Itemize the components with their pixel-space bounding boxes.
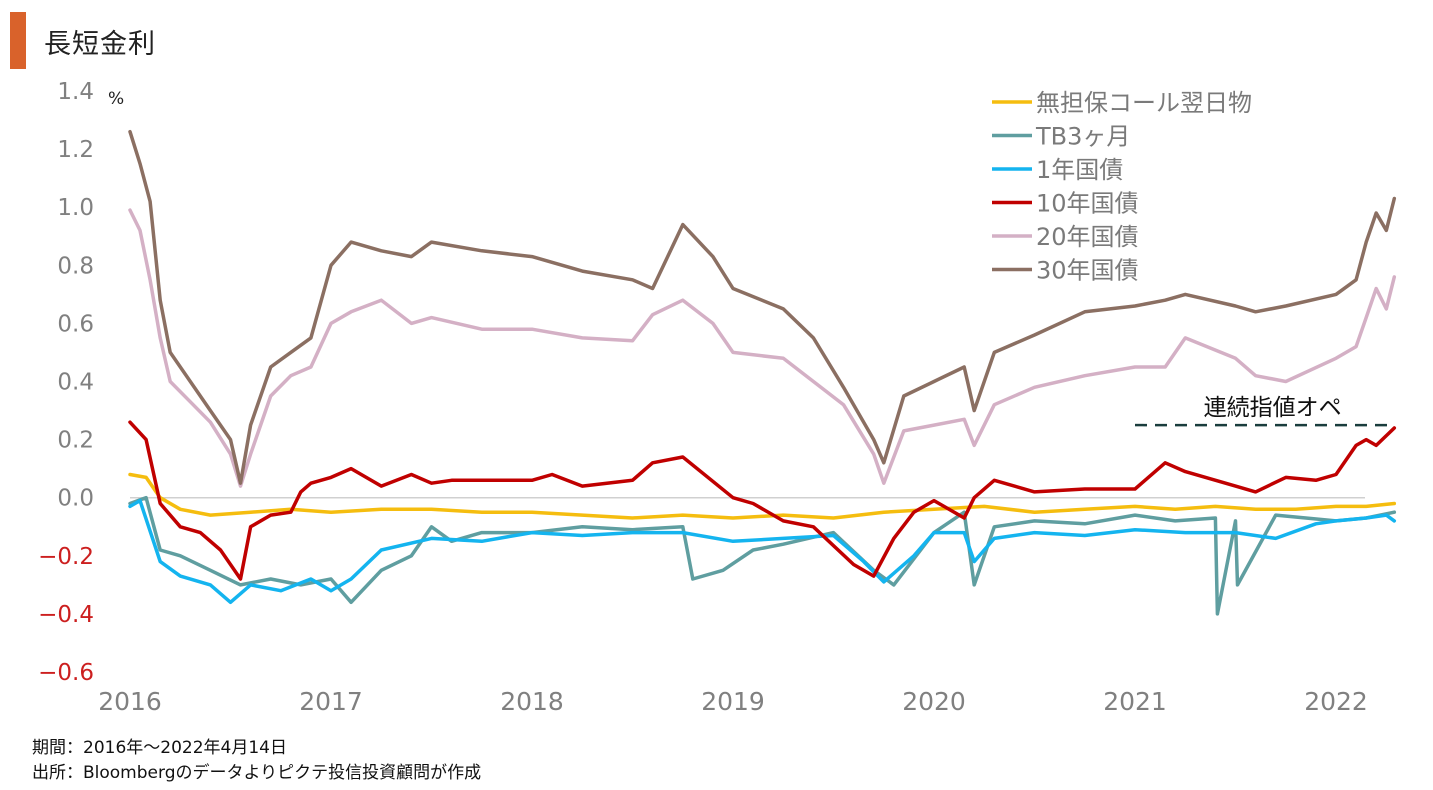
- series-lines: [128, 129, 1397, 616]
- x-tick-label: 2017: [299, 687, 363, 716]
- x-axis: 2016 2017 2018 2019 2020 2021 2022: [98, 687, 1368, 716]
- series-line-4: [128, 208, 1397, 488]
- legend-label: TB3ヶ月: [1035, 123, 1130, 151]
- legend-label: 10年国債: [1036, 190, 1139, 218]
- y-tick-label: 0.0: [57, 486, 94, 512]
- x-tick-label: 2022: [1304, 687, 1368, 716]
- legend-label: 1年国債: [1036, 156, 1123, 184]
- x-tick-label: 2020: [902, 687, 966, 716]
- y-tick-label: −0.4: [38, 602, 94, 628]
- footnote-period: 期間：2016年～2022年4月14日: [32, 738, 287, 758]
- title-accent-bar: [10, 12, 26, 69]
- legend: 無担保コール翌日物 TB3ヶ月 1年国債 10年国債 20年国債 30年国債: [992, 89, 1252, 285]
- legend-label: 20年国債: [1036, 223, 1139, 251]
- annotation-renzoku-sashine: 連続指値オペ: [1135, 395, 1395, 427]
- y-tick-label: 1.4: [57, 79, 94, 105]
- y-axis: 1.4 1.2 1.0 0.8 0.6 0.4 0.2 0.0 −0.2 −0.4 −0.6: [38, 79, 94, 686]
- series-line-3: [128, 420, 1397, 581]
- y-tick-label: −0.6: [38, 660, 94, 686]
- y-tick-label: 1.0: [57, 195, 94, 221]
- page-title: 長短金利: [44, 29, 156, 60]
- legend-label: 無担保コール翌日物: [1036, 89, 1252, 117]
- x-tick-label: 2021: [1103, 687, 1167, 716]
- y-axis-unit: %: [108, 89, 124, 109]
- y-tick-label: 1.2: [57, 137, 94, 163]
- y-tick-label: 0.6: [57, 311, 94, 337]
- y-tick-label: −0.2: [38, 544, 94, 570]
- y-tick-label: 0.4: [57, 370, 94, 396]
- x-tick-label: 2019: [701, 687, 765, 716]
- annotation-label: 連続指値オペ: [1204, 395, 1342, 421]
- legend-label: 30年国債: [1036, 257, 1139, 285]
- x-tick-label: 2018: [500, 687, 564, 716]
- y-tick-label: 0.8: [57, 253, 94, 279]
- x-tick-label: 2016: [98, 687, 162, 716]
- y-tick-label: 0.2: [57, 428, 94, 454]
- footnote-source: 出所：Bloombergのデータよりピクテ投信投資顧問が作成: [32, 763, 482, 783]
- series-line-5: [128, 129, 1397, 485]
